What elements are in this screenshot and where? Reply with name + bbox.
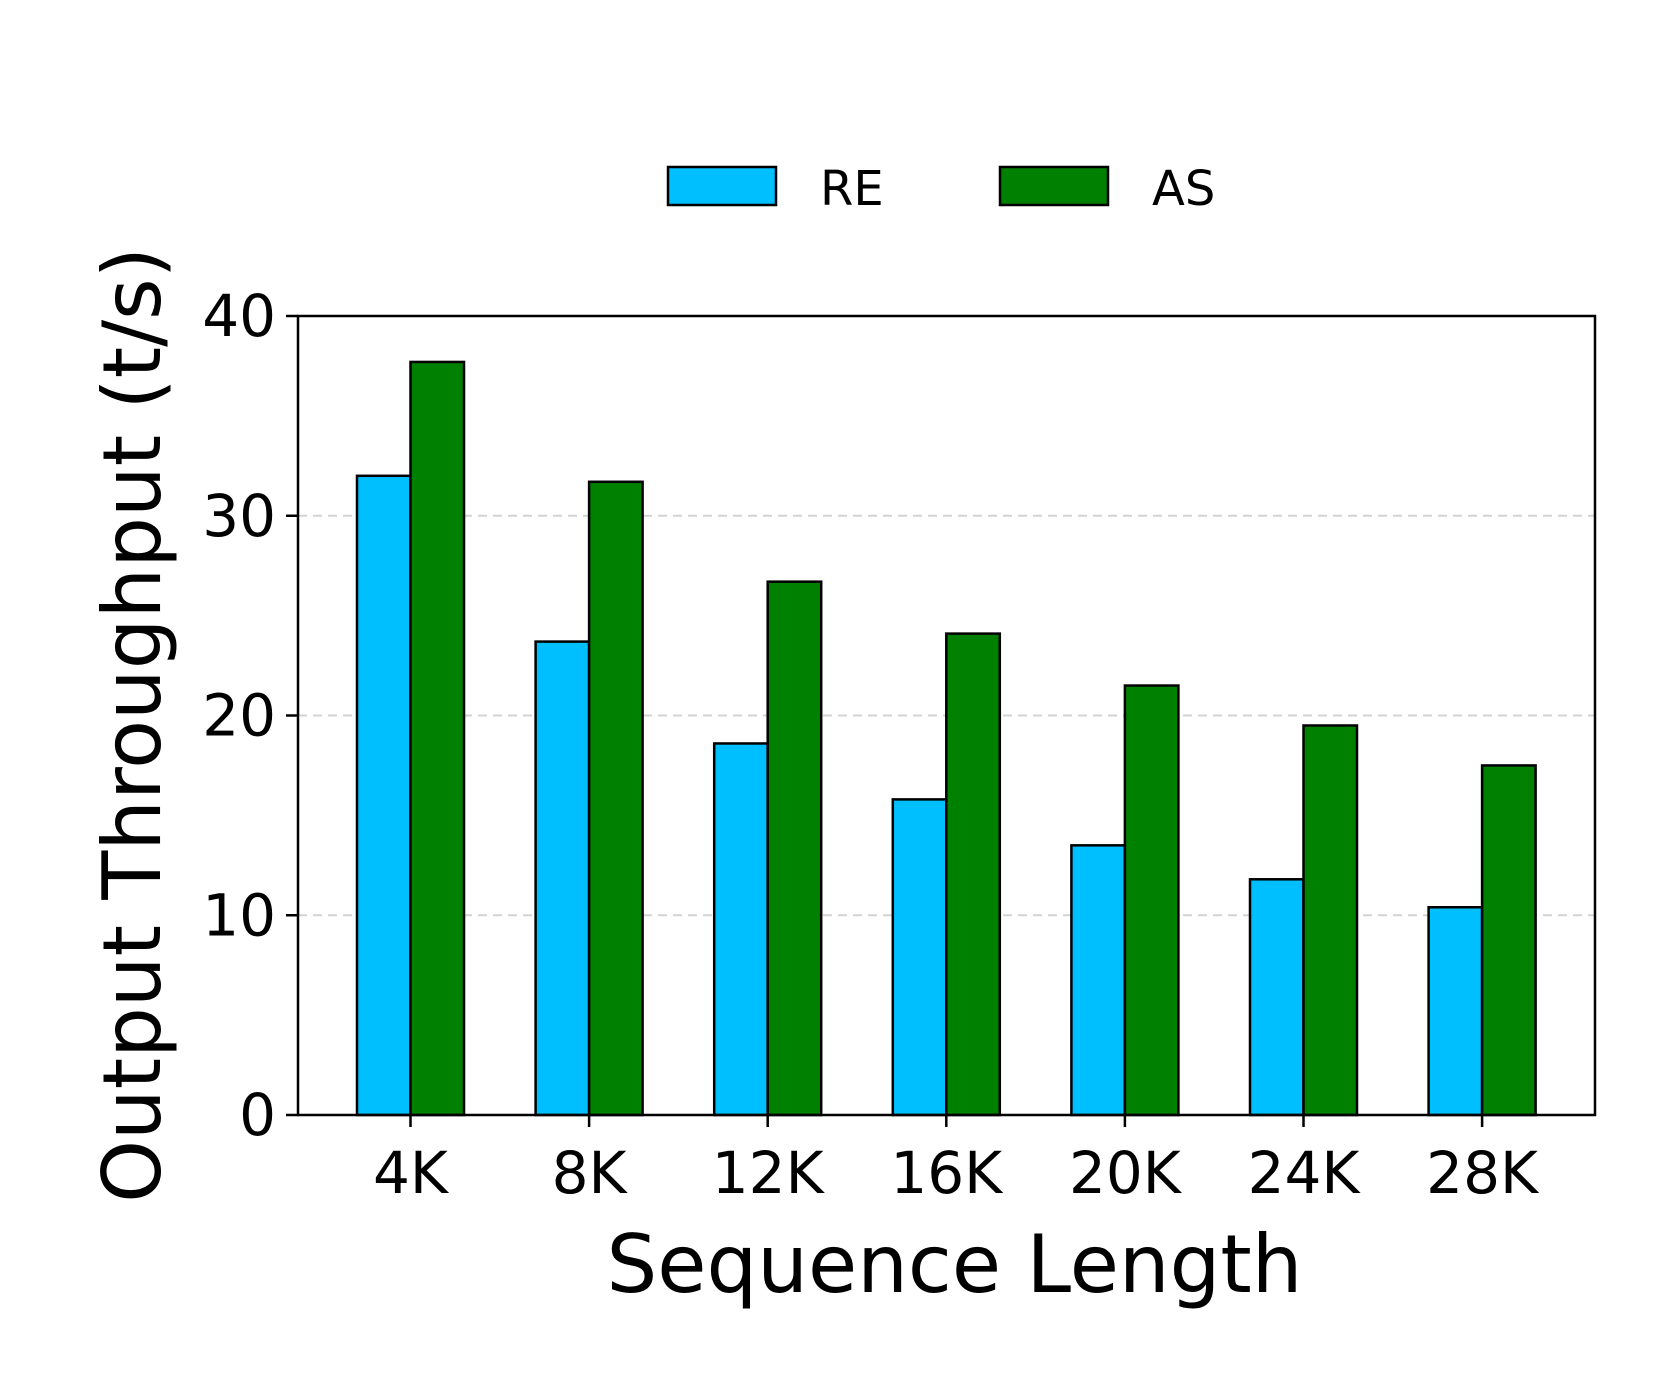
x-tick-label: 28K bbox=[1426, 1139, 1540, 1207]
y-tick-label: 30 bbox=[202, 482, 276, 550]
bar-as-24k bbox=[1302, 724, 1359, 1117]
bar-as-16k bbox=[945, 632, 1002, 1117]
bar-as-28k bbox=[1480, 764, 1537, 1117]
bar-as-12k bbox=[766, 580, 823, 1117]
y-axis-ticks: 0 10 20 30 40 bbox=[202, 282, 298, 1149]
x-tick-label: 24K bbox=[1248, 1139, 1362, 1207]
bars bbox=[355, 360, 1537, 1117]
legend-label-re: RE bbox=[820, 161, 884, 217]
x-tick-label: 4K bbox=[373, 1139, 450, 1207]
y-tick-label: 10 bbox=[202, 881, 276, 949]
bar-re-4k bbox=[355, 474, 412, 1117]
legend-label-as: AS bbox=[1152, 161, 1215, 217]
bar-as-4k bbox=[409, 360, 466, 1117]
x-axis-label: Sequence Length bbox=[607, 1218, 1303, 1311]
legend-swatch-re bbox=[666, 165, 778, 207]
bar-re-8k bbox=[534, 640, 591, 1117]
y-tick-label: 0 bbox=[239, 1081, 276, 1149]
bar-as-8k bbox=[587, 480, 644, 1117]
bar-re-24k bbox=[1248, 878, 1305, 1117]
y-axis-label: Output Throughput (t/s) bbox=[86, 247, 179, 1203]
x-tick-label: 16K bbox=[890, 1139, 1004, 1207]
x-axis-ticks: 4K 8K 12K 16K 20K 24K 28K bbox=[373, 1115, 1540, 1207]
bar-as-20k bbox=[1123, 684, 1180, 1117]
x-tick-label: 8K bbox=[552, 1139, 629, 1207]
bar-re-12k bbox=[712, 742, 769, 1117]
bar-re-16k bbox=[891, 798, 948, 1117]
bar-re-20k bbox=[1070, 844, 1127, 1117]
legend-swatch-as bbox=[998, 165, 1110, 207]
legend: RE AS bbox=[666, 161, 1215, 217]
y-tick-label: 20 bbox=[202, 682, 276, 750]
bar-re-28k bbox=[1427, 906, 1484, 1117]
x-tick-label: 12K bbox=[712, 1139, 826, 1207]
y-tick-label: 40 bbox=[202, 282, 276, 350]
x-tick-label: 20K bbox=[1069, 1139, 1183, 1207]
